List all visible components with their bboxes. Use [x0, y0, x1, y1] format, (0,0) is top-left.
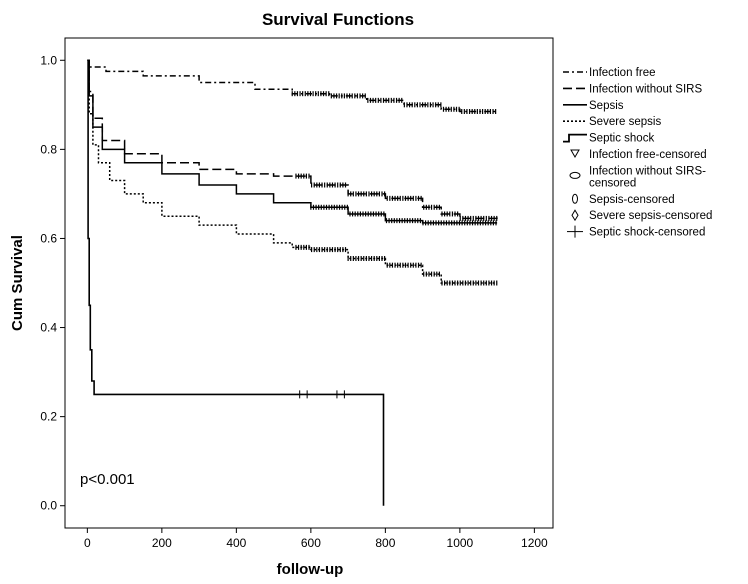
legend-label: Septic shock — [589, 133, 654, 145]
series-line-3 — [87, 59, 498, 284]
legend-label: Septic shock-censored — [589, 227, 705, 239]
legend: Infection free Infection without SIRS Seps… — [563, 67, 712, 239]
x-tick-label: 1000 — [447, 536, 474, 550]
x-axis: 0 200 400 600 800 1000 1200 — [84, 528, 548, 550]
x-tick-label: 400 — [226, 536, 246, 550]
x-tick-label: 200 — [152, 536, 172, 550]
x-tick-label: 600 — [301, 536, 321, 550]
y-tick-label: 0.4 — [40, 321, 57, 335]
legend-marker — [569, 171, 581, 179]
y-axis-label: Cum Survival — [9, 235, 26, 331]
plot-area — [64, 37, 554, 529]
series-line-2 — [87, 59, 498, 224]
legend-label: censored — [589, 177, 636, 189]
series-line-1 — [87, 59, 498, 221]
x-tick-label: 800 — [375, 536, 395, 550]
legend-label: Infection free-censored — [589, 149, 707, 161]
x-tick-label: 1200 — [521, 536, 548, 550]
legend-marker — [571, 209, 579, 222]
series-layer — [87, 59, 498, 506]
y-tick-label: 0.8 — [40, 142, 57, 156]
x-axis-label: follow-up — [277, 561, 344, 578]
y-axis: 0.0 0.2 0.4 0.6 0.8 1.0 — [40, 53, 65, 513]
legend-marker — [572, 193, 578, 204]
legend-label: Infection free — [589, 67, 655, 79]
chart-title: Survival Functions — [262, 10, 414, 29]
y-tick-label: 1.0 — [40, 53, 57, 67]
x-tick-label: 0 — [84, 536, 91, 550]
legend-swatch — [563, 133, 587, 143]
legend-marker — [570, 149, 580, 159]
series-line-0 — [87, 59, 498, 113]
legend-label: Sepsis-censored — [589, 194, 675, 206]
y-tick-label: 0.0 — [40, 499, 57, 513]
y-tick-label: 0.2 — [40, 410, 57, 424]
legend-label: Severe sepsis — [589, 116, 661, 128]
legend-label: Infection without SIRS — [589, 83, 702, 95]
legend-label: Severe sepsis-censored — [589, 210, 712, 222]
legend-label: Infection without SIRS- — [589, 165, 706, 177]
legend-label: Sepsis — [589, 100, 624, 112]
y-tick-label: 0.6 — [40, 231, 57, 245]
series-line-4 — [87, 59, 385, 506]
p-value-annotation: p<0.001 — [80, 471, 135, 488]
